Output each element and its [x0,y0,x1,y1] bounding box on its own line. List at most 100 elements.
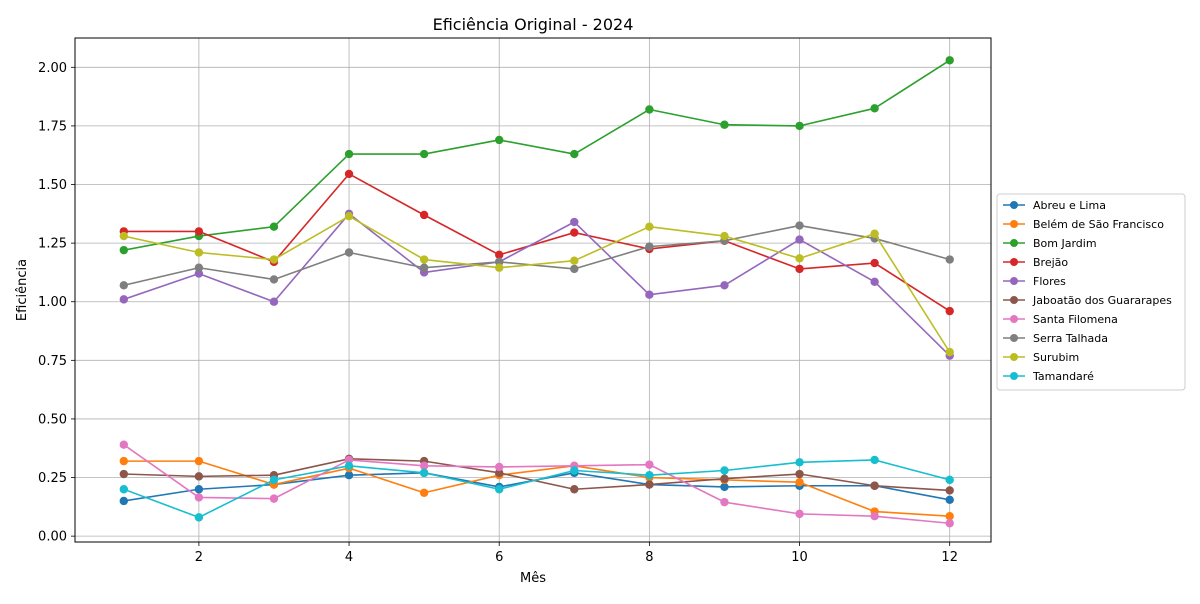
data-point [419,263,429,272]
data-point [795,254,804,263]
data-point [119,469,129,479]
data-point [945,495,954,505]
data-point [570,217,579,227]
y-tick-label: 1.50 [38,178,67,193]
series-group [119,454,954,495]
legend-label: Flores [1033,275,1066,288]
series-group [119,440,954,528]
data-point [720,497,729,507]
legend-item: Jaboatão dos Guararapes [1003,294,1172,307]
data-point [495,263,504,272]
series-group [119,455,954,522]
legend-item: Santa Filomena [1003,313,1118,326]
data-point [269,255,279,264]
data-point [269,222,279,231]
data-point [945,347,954,357]
legend-item: Belém de São Francisco [1003,218,1164,231]
data-point [720,474,729,483]
tick-layer: 2 4 6 8 10 12 0.00 0.25 0.50 0.75 1.00 1.25 1.50 1.75… [38,61,958,565]
legend-label: Serra Talhada [1033,332,1108,345]
data-point [945,56,954,65]
data-point [495,468,504,478]
data-point [570,256,579,265]
data-point [269,275,279,284]
data-point [344,470,354,480]
data-point [194,269,204,278]
legend-label: Bom Jardim [1033,237,1097,250]
legend-label: Belém de São Francisco [1033,218,1164,231]
legend-label: Santa Filomena [1033,313,1118,326]
data-point [344,169,354,179]
legend-swatch-marker [1010,353,1018,361]
series-line [123,215,951,353]
data-point [795,509,804,519]
data-point [119,456,129,466]
data-point [795,264,804,274]
data-point [645,480,654,489]
data-point [495,485,504,494]
data-point [945,306,954,316]
data-point [495,462,504,472]
y-tick-label: 0.75 [38,354,67,369]
legend-swatch-marker [1010,239,1018,247]
data-point [945,519,954,528]
x-tick-label: 4 [345,550,353,565]
data-point [269,297,279,306]
data-point [194,485,204,494]
legend-label: Brejão [1033,256,1068,269]
data-point [570,264,579,274]
series-line [123,444,950,525]
x-tick-label: 2 [195,550,203,565]
data-point [344,248,354,257]
data-point [795,478,804,487]
data-point [720,466,729,475]
data-point [720,231,729,241]
data-point [194,472,204,481]
series-line [123,59,951,251]
data-point [119,281,129,290]
chart-title: Eficiência Original - 2024 [433,15,634,34]
legend: Abreu e Lima Belém de São Francisco Bom Ja… [996,193,1186,391]
data-point [645,470,654,480]
data-point [119,231,129,241]
data-point [119,485,129,494]
y-axis-label: Eficiência [15,259,30,321]
series-line [123,224,950,287]
legend-item: Tamandaré [1003,370,1094,383]
legend-label: Jaboatão dos Guararapes [1032,294,1172,307]
data-point [119,245,129,255]
data-point [495,250,504,260]
data-point [344,461,354,471]
data-point [720,482,729,492]
y-tick-label: 2.00 [38,61,67,76]
data-point [870,455,879,465]
legend-item: Abreu e Lima [1003,199,1106,212]
legend-item: Flores [1003,275,1066,288]
legend-item: Surubim [1003,351,1079,364]
series-line [123,460,950,518]
legend-swatch-marker [1010,201,1018,209]
data-point [419,255,429,264]
data-point [870,277,879,286]
series-group [119,211,954,357]
grid-layer [75,38,991,542]
x-tick-label: 12 [941,550,958,565]
data-point [344,149,354,159]
data-point [119,295,129,304]
y-tick-label: 0.25 [38,471,67,486]
data-point [645,242,654,251]
data-point [419,461,429,471]
data-point [945,255,954,264]
data-point [795,458,804,467]
data-point [645,460,654,469]
legend-label: Tamandaré [1032,370,1094,383]
data-point [870,229,879,238]
data-point [495,135,504,145]
data-point [645,105,654,114]
legend-item: Serra Talhada [1003,332,1108,345]
data-point [194,263,204,272]
data-point [570,228,579,237]
series-group [119,56,954,255]
legend-swatch-marker [1010,315,1018,323]
